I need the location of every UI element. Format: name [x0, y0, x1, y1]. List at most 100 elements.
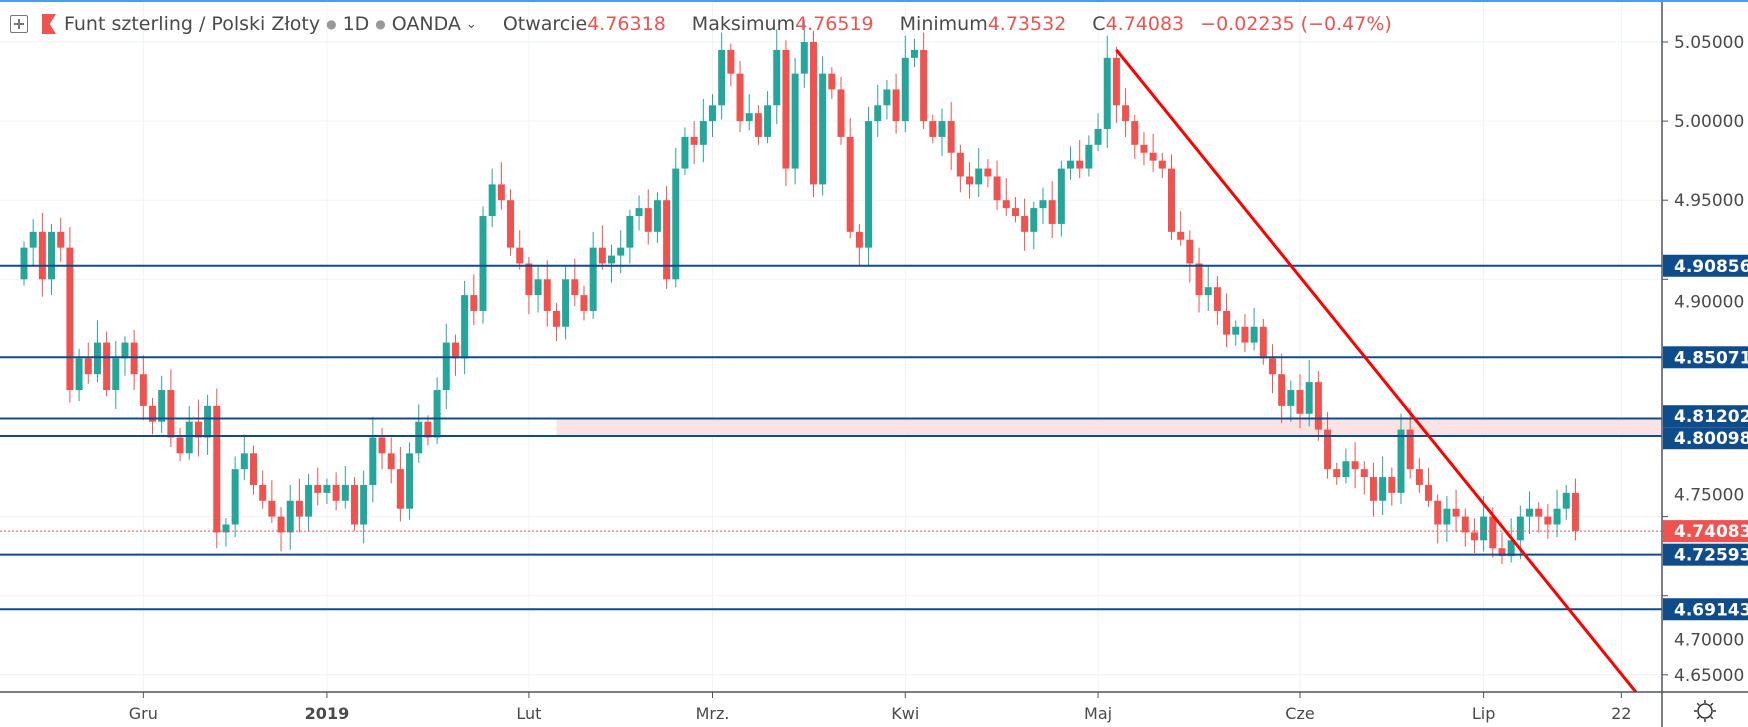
candle-down [1268, 358, 1276, 375]
price-tick-label: 4.90000 [1674, 292, 1744, 312]
candle-down [1241, 326, 1249, 343]
candle-up [1085, 144, 1093, 169]
price-tick-label: 5.00000 [1674, 112, 1744, 132]
time-tick-label: Mrz. [696, 704, 730, 723]
candle-down [1011, 208, 1019, 217]
price-label-badge [1663, 598, 1748, 621]
trend-line [1115, 48, 1638, 694]
candle-down [1369, 477, 1377, 501]
candle-down [1351, 461, 1359, 470]
candle-down [167, 390, 175, 438]
chevron-down-icon[interactable]: ⌄ [465, 16, 477, 32]
candle-up [681, 136, 689, 169]
candle-up [1397, 429, 1405, 493]
symbol-name[interactable]: Funt szterling / Polski Złoty [64, 13, 321, 35]
top-border [0, 0, 1748, 2]
add-symbol-icon[interactable] [10, 15, 28, 33]
candle-up [222, 524, 230, 533]
candle-up [975, 168, 983, 185]
candle-down [1544, 516, 1552, 525]
candle-up [617, 247, 625, 256]
change-value: −0.02235 (−0.47%) [1200, 13, 1392, 35]
candle-down [828, 73, 836, 90]
candle-up [1342, 461, 1350, 478]
price-label-badge [1663, 254, 1748, 277]
time-tick-label: Maj [1084, 704, 1112, 723]
candle-down [1571, 492, 1579, 531]
candle-up [1039, 200, 1047, 209]
candle-down [1470, 532, 1478, 541]
candle-up [608, 255, 616, 264]
candle-down [1223, 310, 1231, 335]
exchange[interactable]: OANDA [391, 13, 461, 35]
candle-up [20, 247, 28, 280]
interval[interactable]: 1D [342, 13, 370, 35]
candle-up [1443, 508, 1451, 525]
candle-down [516, 247, 524, 264]
candle-down [984, 168, 992, 177]
settings-icon[interactable] [1694, 700, 1716, 722]
candle-up [305, 484, 313, 517]
candle-down [993, 176, 1001, 201]
price-label-text: 4.69143 [1674, 600, 1748, 620]
price-tick-label: 4.65000 [1674, 666, 1744, 686]
candle-up [93, 342, 101, 375]
candle-down [947, 121, 955, 153]
time-tick-label: 2019 [305, 704, 350, 723]
candle-down [66, 247, 74, 391]
price-label-badge [1663, 346, 1748, 369]
candle-down [598, 247, 606, 264]
candle-up [1103, 57, 1111, 130]
candle-down [470, 295, 478, 311]
candle-up [718, 49, 726, 106]
price-label-text: 4.80098 [1674, 429, 1748, 449]
candle-up [1030, 208, 1038, 232]
time-tick-label: Gru [129, 704, 158, 723]
candle-down [1425, 484, 1433, 501]
close-value: 4.74083 [1105, 13, 1185, 35]
candle-up [938, 121, 946, 137]
price-label-text: 4.74083 [1674, 522, 1748, 542]
candle-up [874, 105, 882, 122]
candle-down [314, 484, 322, 493]
candle-down [259, 484, 267, 501]
candle-up [29, 231, 37, 248]
price-label-text: 4.81202 [1674, 407, 1748, 427]
candle-down [966, 176, 974, 185]
candle-down [84, 358, 92, 375]
candle-up [1204, 287, 1212, 296]
candle-down [644, 208, 652, 232]
candle-down [250, 453, 257, 485]
candle-down [525, 263, 533, 296]
candle-up [479, 216, 487, 311]
candle-up [112, 358, 120, 391]
candle-down [149, 405, 157, 422]
candle-down [1195, 263, 1203, 296]
candle-down [892, 89, 900, 122]
candle-down [1535, 508, 1543, 517]
candle-down [57, 231, 65, 248]
candle-down [1489, 516, 1497, 549]
candle-up [286, 500, 294, 533]
candle-down [1324, 429, 1332, 470]
candle-up [1287, 390, 1295, 406]
candle-up [369, 437, 377, 485]
candle-up [1516, 516, 1524, 541]
candle-up [635, 208, 643, 217]
candle-down [1048, 200, 1056, 224]
candle-down [920, 49, 928, 122]
candle-up [800, 42, 808, 74]
candle-up [1305, 382, 1313, 414]
candle-down [754, 113, 762, 137]
candle-up [764, 105, 772, 137]
low-value: 4.73532 [987, 13, 1067, 35]
candle-down [38, 231, 46, 280]
candle-up [709, 105, 716, 122]
price-label-badge [1663, 520, 1748, 543]
candle-down [571, 279, 579, 296]
candle-down [130, 342, 138, 375]
candle-down [855, 231, 863, 248]
candle-down [268, 500, 276, 517]
candle-down [1177, 231, 1185, 240]
